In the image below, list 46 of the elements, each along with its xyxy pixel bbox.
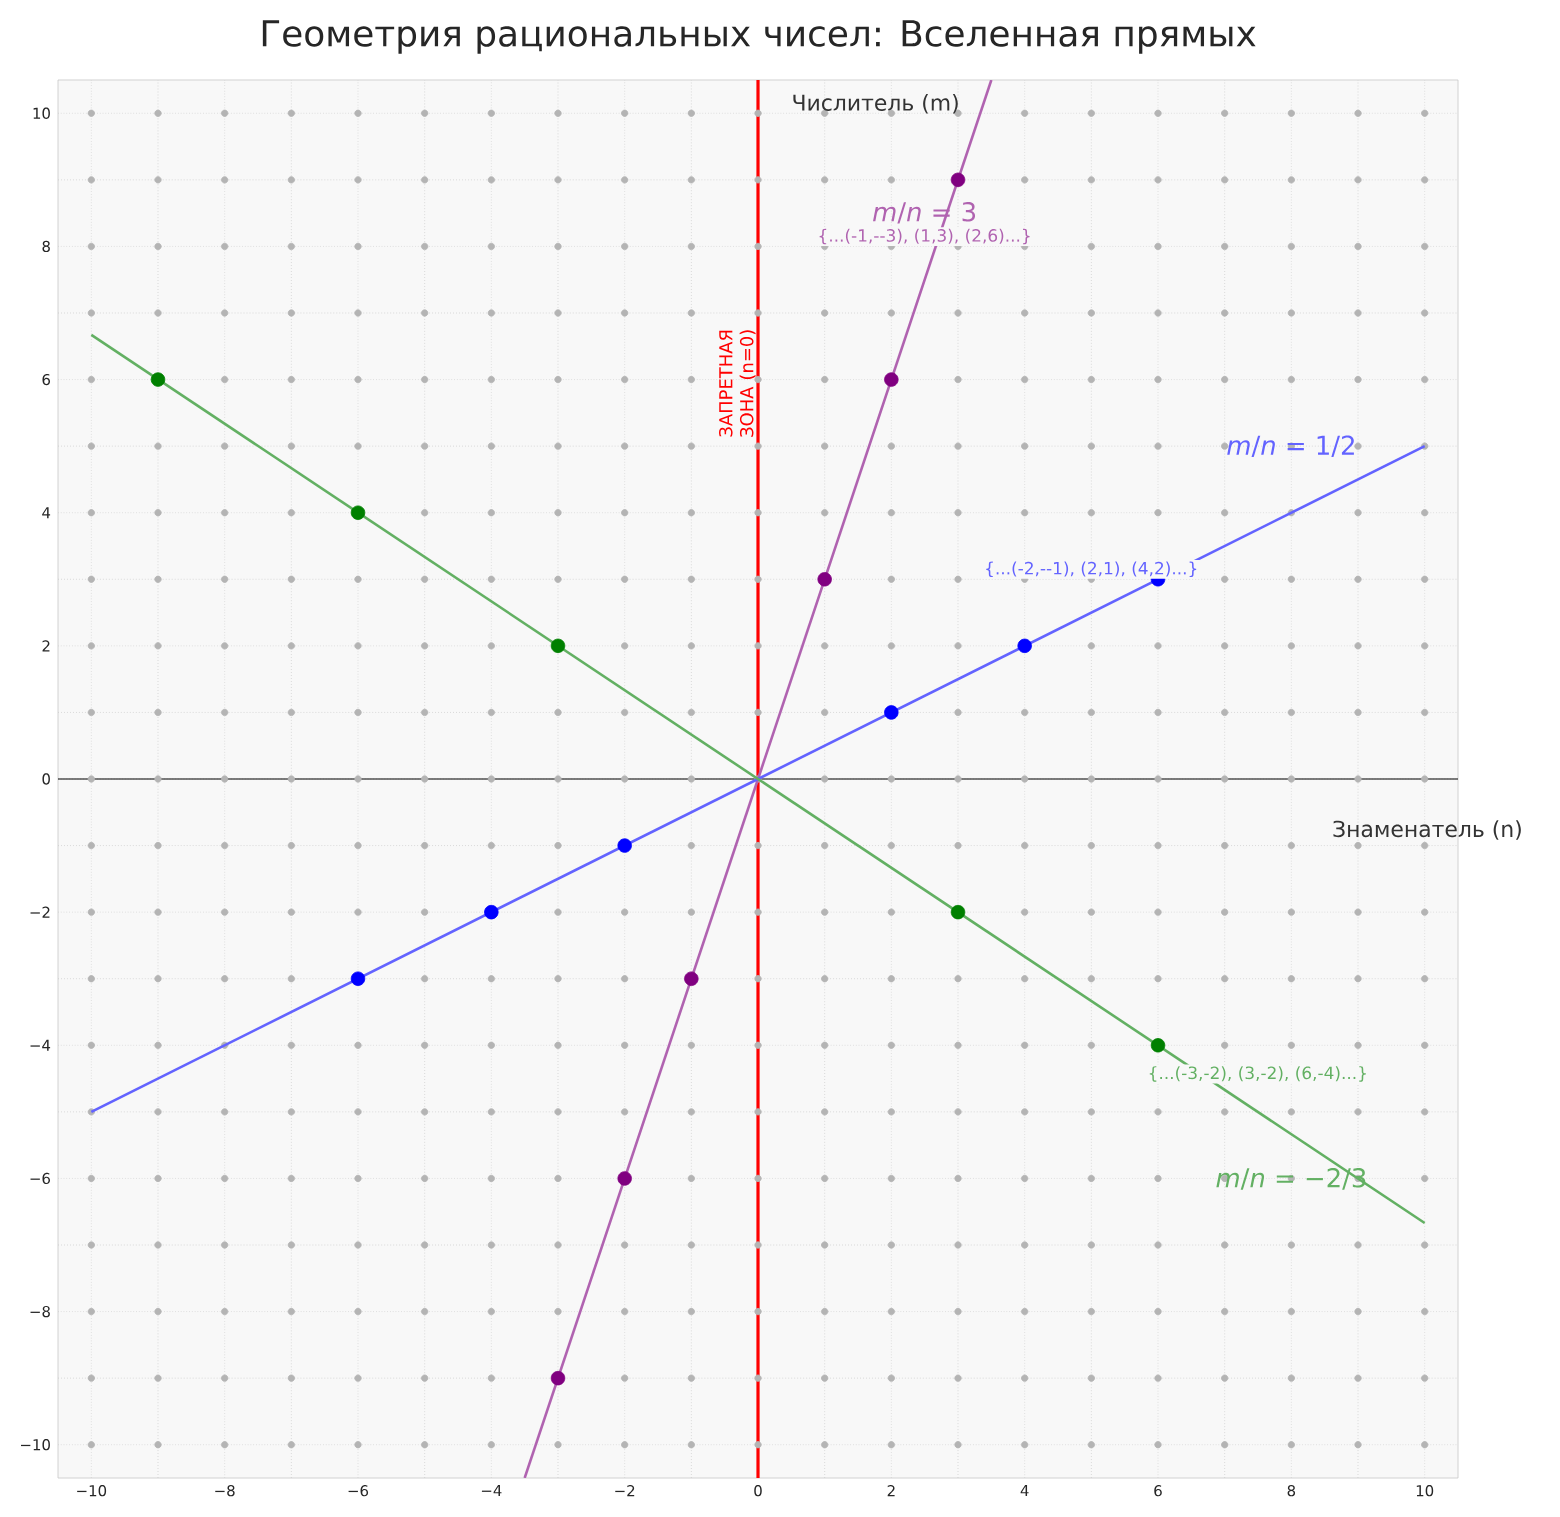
y-tick-label: 4 (42, 507, 51, 519)
x-tick-label: 0 (754, 1485, 762, 1497)
y-tick-label: −10 (21, 1439, 50, 1451)
x-tick-label: 10 (1416, 1485, 1434, 1497)
annotation: m/n = 1/2 (1227, 435, 1354, 458)
y-tick-label: −6 (30, 1172, 51, 1185)
annotation: {...(-2,--1), (2,1), (4,2)...} (986, 561, 1197, 578)
y-tick-label: 2 (42, 640, 50, 652)
x-tick-label: −8 (215, 1485, 235, 1497)
x-tick-label: 4 (1020, 1485, 1029, 1496)
ref-line-label: ЗАПРЕТНАЯ ЗОНА (n=0) (719, 330, 756, 437)
y-tick-label: 10 (33, 107, 50, 119)
point (1017, 638, 1032, 654)
y-tick-label: 0 (42, 773, 50, 785)
point (1150, 1038, 1166, 1053)
y-tick-label: 6 (42, 373, 51, 386)
point (884, 705, 899, 720)
x-tick-label: −2 (615, 1485, 635, 1497)
y-tick-label: −8 (30, 1305, 50, 1318)
point (350, 505, 366, 520)
x-tick-label: 2 (887, 1485, 895, 1497)
x-tick-label: −6 (348, 1485, 369, 1497)
x-axis-title: Знаменатель (n) (1333, 820, 1521, 840)
point (150, 372, 166, 387)
point (817, 572, 832, 587)
annotation: {...(-3,-2), (3,-2), (6,-4)...} (1149, 1066, 1366, 1082)
x-tick-label: 6 (1154, 1485, 1162, 1497)
x-tick-label: −4 (481, 1485, 502, 1496)
y-axis-title: Числитель (m) (793, 93, 958, 114)
annotation: {...(-1,--3), (1,3), (2,6)...} (819, 228, 1030, 245)
y-tick-label: 8 (42, 240, 50, 253)
x-tick-label: 8 (1287, 1485, 1296, 1497)
point (884, 372, 899, 387)
point (950, 172, 966, 188)
point (950, 904, 966, 920)
point (617, 1171, 632, 1186)
x-tick-label: −10 (77, 1485, 107, 1497)
point (684, 971, 699, 986)
point (350, 971, 366, 986)
point (617, 838, 632, 853)
chart-title: Геометрия рациональных чисел: Вселенная прямых (262, 20, 1256, 54)
point (550, 1370, 566, 1386)
point (550, 638, 566, 654)
point (484, 904, 499, 920)
y-tick-label: −2 (30, 906, 50, 918)
y-tick-label: −4 (30, 1039, 51, 1051)
